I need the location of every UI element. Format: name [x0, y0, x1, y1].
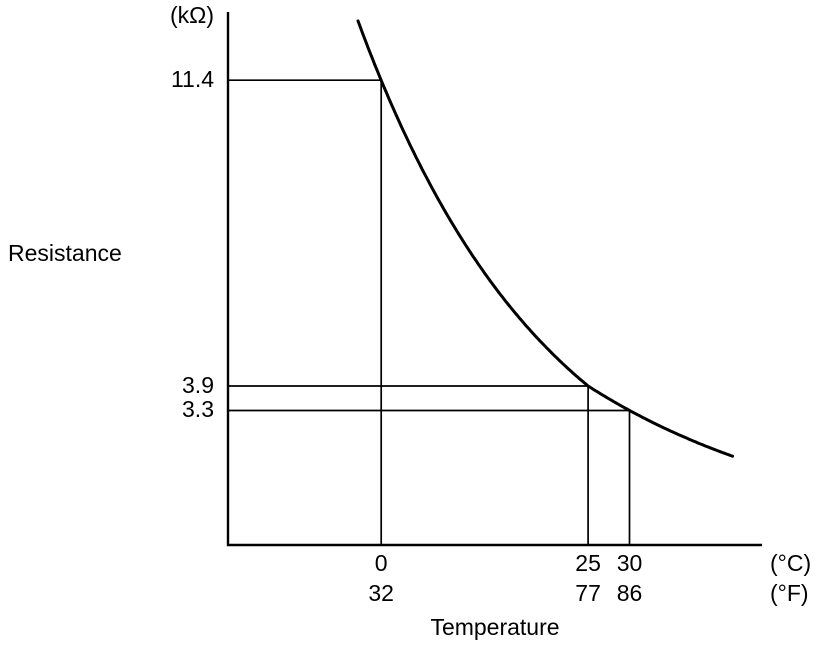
- reference-lines-point-0: [228, 79, 383, 545]
- y-axis-unit-label: (kΩ): [169, 2, 214, 28]
- y-tick-11-4: 11.4: [170, 66, 214, 93]
- axes: [226, 12, 762, 547]
- resistance-curve: [356, 19, 735, 458]
- x-axis-title: Temperature: [430, 614, 560, 640]
- x-axis-unit-celsius-label: (°C): [770, 550, 812, 576]
- x-tick-86f: 86: [616, 580, 643, 606]
- x-tick-32f: 32: [368, 580, 394, 606]
- x-tick-30c: 30: [616, 550, 643, 576]
- x-tick-0c: 0: [374, 550, 388, 576]
- x-tick-77f: 77: [575, 580, 601, 606]
- x-tick-25c: 25: [575, 550, 601, 576]
- y-axis-title: Resistance: [8, 240, 122, 266]
- y-tick-3-9: 3.9: [182, 372, 214, 398]
- y-tick-3-3: 3.3: [182, 396, 214, 423]
- reference-lines-point-2: [228, 409, 631, 545]
- x-axis-unit-fahrenheit-label: (°F): [770, 580, 809, 606]
